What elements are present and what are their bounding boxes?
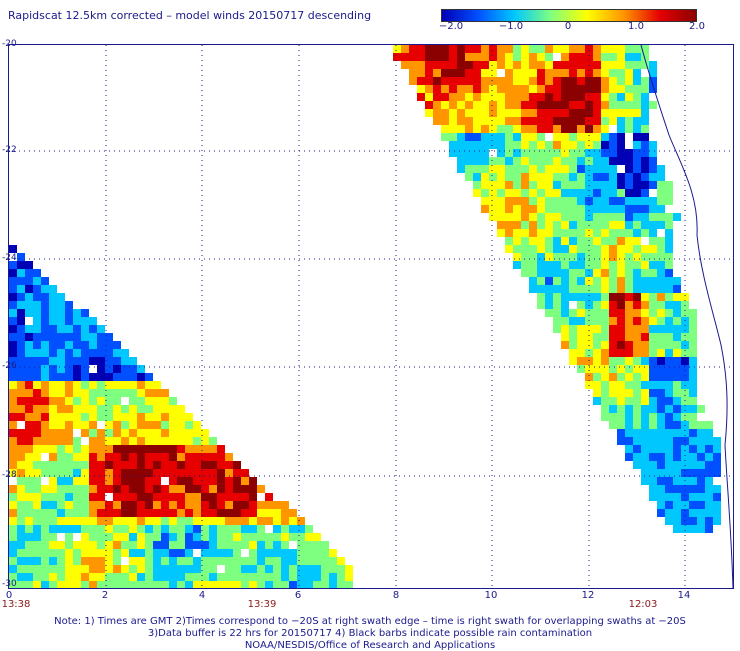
- colorbar-tick: −1.0: [498, 21, 524, 32]
- x-tick-label: 10: [484, 590, 498, 601]
- x-tick-label: 4: [198, 590, 206, 601]
- footnote-line: Note: 1) Times are GMT 2)Times correspon…: [54, 616, 686, 627]
- footnote-line: NOAA/NESDIS/Office of Research and Appli…: [244, 640, 496, 651]
- colorbar-tick: −2.0: [438, 21, 464, 32]
- map-plot-area: [8, 44, 734, 589]
- map-title: Rapidscat 12.5km corrected – model winds…: [8, 9, 372, 22]
- x-tick-label: 2: [101, 590, 109, 601]
- colorbar-tick: 2.0: [689, 21, 705, 32]
- y-tick-label: -22: [2, 145, 17, 155]
- wind-difference-map: [9, 45, 733, 588]
- x-tick-label: 12: [581, 590, 595, 601]
- x-tick-label: 8: [392, 590, 400, 601]
- y-tick-label: -26: [2, 361, 17, 371]
- colorbar-tick: 1.0: [628, 21, 644, 32]
- x-tick-label: 14: [677, 590, 691, 601]
- swath-time-label: 12:03: [628, 599, 658, 610]
- y-tick-label: -30: [2, 579, 17, 589]
- swath-time-label: 13:38: [1, 599, 31, 610]
- colorbar-tick: 0: [564, 21, 572, 32]
- y-tick-label: -24: [2, 253, 17, 263]
- colorbar: [441, 9, 697, 22]
- footnote-line: 3)Data buffer is 22 hrs for 20150717 4) …: [147, 628, 593, 639]
- swath-time-label: 13:39: [247, 599, 277, 610]
- x-tick-label: 0: [5, 590, 13, 601]
- x-tick-label: 6: [294, 590, 302, 601]
- y-tick-label: -28: [2, 470, 17, 480]
- y-tick-label: -20: [2, 39, 17, 49]
